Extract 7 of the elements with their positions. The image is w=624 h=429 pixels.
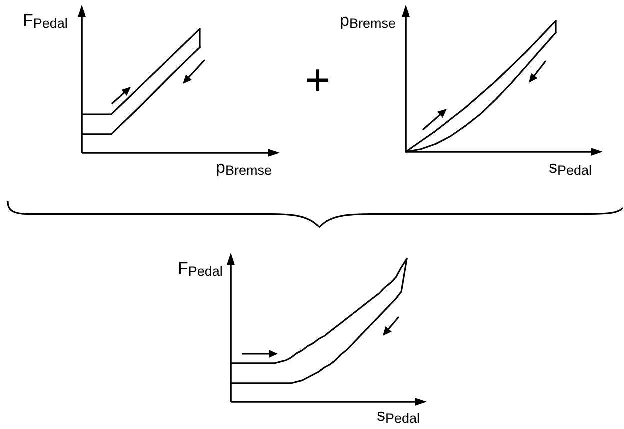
x-axis-title: s$_{Pedal}$	[549, 158, 592, 178]
y-axis-title: p$_{Bremse}$	[340, 11, 396, 31]
y-axis-title: F$_{Pedal}$	[178, 259, 223, 279]
x-axis-title: s$_{Pedal}$	[377, 406, 420, 426]
text: +	[305, 56, 331, 105]
y-axis-title: F$_{Pedal}$	[23, 11, 68, 31]
x-axis-title: p$_{Bremse}$	[216, 158, 272, 178]
